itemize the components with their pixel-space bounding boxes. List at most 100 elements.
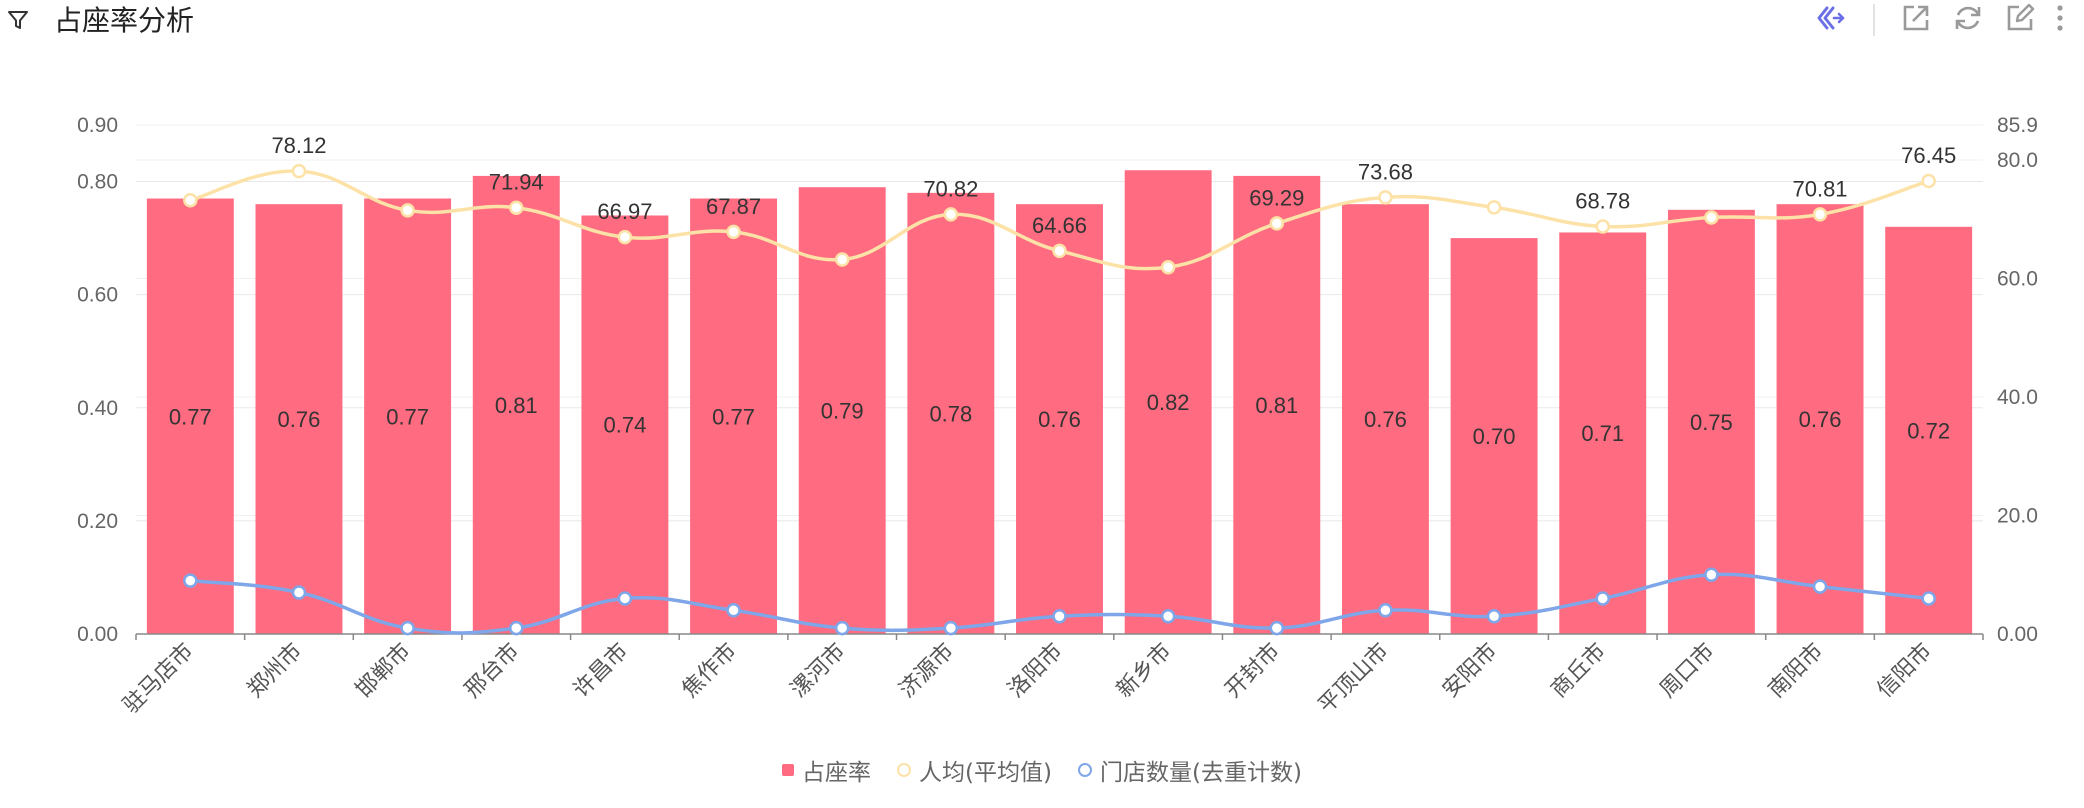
per-capita-point (943, 207, 959, 222)
store-count-point (1052, 608, 1067, 624)
per-capita-value-label: 78.12 (271, 133, 326, 158)
x-axis-tick-label: 漯河市 (785, 638, 849, 702)
legend-label-per-capita: 人均(平均值) (919, 760, 1052, 786)
bar-value-label: 0.79 (821, 399, 864, 424)
bar (255, 204, 343, 634)
x-axis-tick-label: 开封市 (1220, 638, 1284, 702)
store-count-point (1921, 591, 1936, 606)
filter-icon[interactable] (6, 8, 30, 32)
per-capita-value-label: 71.94 (489, 170, 544, 195)
store-count-point (1160, 608, 1176, 624)
bar-value-label: 0.74 (603, 413, 646, 438)
bar (472, 175, 560, 634)
left-axis-tick-label: 0.60 (77, 284, 118, 307)
x-axis-tick-label: 南阳市 (1763, 638, 1827, 702)
right-axis-tick-label: 0.00 (1997, 623, 2038, 646)
toolbar-divider (1873, 4, 1875, 36)
left-axis-tick-label: 0.20 (77, 510, 118, 533)
bar-value-label: 0.76 (278, 407, 321, 432)
bar (1233, 175, 1321, 634)
ai-assistant-icon[interactable] (1814, 2, 1846, 34)
x-axis-tick-label: 商丘市 (1546, 638, 1610, 702)
bar (907, 192, 995, 634)
x-axis-tick-label: 周口市 (1655, 638, 1719, 702)
per-capita-point (617, 229, 633, 245)
store-count-point (726, 603, 741, 618)
store-count-point (1812, 579, 1828, 594)
export-icon[interactable] (1900, 2, 1932, 34)
x-axis-tick-label: 济源市 (894, 638, 958, 702)
refresh-icon[interactable] (1952, 2, 1984, 34)
bar-value-label: 0.77 (169, 404, 212, 429)
per-capita-value-label: 76.45 (1901, 143, 1956, 168)
bar (581, 215, 669, 634)
bar (364, 198, 452, 634)
right-axis-tick-label: 20.0 (1997, 504, 2038, 527)
bar-value-label: 0.82 (1147, 390, 1190, 415)
bar (1667, 209, 1755, 635)
bar (1559, 232, 1647, 634)
bar-value-label: 0.78 (929, 401, 972, 426)
legend-item-occupancy[interactable]: 占座率 (782, 753, 871, 787)
store-count-point (509, 620, 524, 636)
per-capita-value-label: 67.87 (706, 194, 761, 219)
per-capita-value-label: 70.82 (923, 176, 978, 201)
per-capita-value-label: 66.97 (597, 199, 652, 224)
bar (1776, 204, 1864, 634)
per-capita-point (1704, 210, 1719, 225)
chart-header: 占座率分析 (0, 0, 2084, 46)
legend-item-per-capita[interactable]: 人均(平均值) (897, 753, 1052, 787)
x-axis-tick-label: 许昌市 (568, 638, 632, 702)
chart-legend: 占座率 人均(平均值) 门店数量(去重计数) (0, 752, 2084, 788)
legend-item-store-count[interactable]: 门店数量(去重计数) (1078, 753, 1302, 787)
per-capita-point (1160, 259, 1176, 275)
per-capita-point (1052, 243, 1067, 259)
right-axis-tick-label: 40.0 (1997, 386, 2038, 409)
x-axis-tick-label: 安阳市 (1437, 638, 1501, 702)
bar-value-label: 0.76 (1364, 407, 1407, 432)
edit-icon[interactable] (2004, 2, 2036, 34)
bar-value-label: 0.81 (1255, 393, 1298, 418)
x-axis-tick-label: 郑州市 (242, 638, 306, 702)
x-axis-tick-label: 洛阳市 (1003, 638, 1067, 702)
bar-value-label: 0.77 (712, 404, 755, 429)
store-count-point (1486, 608, 1502, 624)
store-count-point (1378, 603, 1393, 618)
x-axis-tick-label: 驻马店市 (118, 638, 198, 718)
store-count-point (183, 573, 198, 588)
bar-value-label: 0.71 (1581, 421, 1624, 446)
bar (1124, 170, 1212, 634)
x-axis-tick-label: 新乡市 (1111, 638, 1175, 702)
legend-swatch-per-capita (897, 763, 912, 777)
more-icon[interactable] (2052, 2, 2068, 34)
right-axis-tick-label: 60.0 (1997, 267, 2038, 290)
x-axis-tick-label: 焦作市 (677, 638, 741, 702)
per-capita-point (834, 252, 850, 267)
bar-value-label: 0.77 (386, 404, 429, 429)
bar (146, 198, 234, 634)
bar-value-label: 0.70 (1473, 424, 1516, 449)
per-capita-point (1595, 219, 1610, 234)
x-axis-tick-label: 信阳市 (1872, 638, 1936, 702)
legend-swatch-occupancy (782, 764, 795, 776)
store-count-point (291, 585, 307, 600)
right-axis-tick-label: 85.9 (1997, 114, 2038, 137)
right-axis-tick-label: 80.0 (1997, 149, 2038, 172)
left-axis-tick-label: 0.80 (77, 171, 118, 194)
per-capita-point (726, 224, 741, 240)
store-count-point (1269, 620, 1285, 636)
bar (690, 198, 778, 634)
x-axis-tick-label: 邯郸市 (351, 638, 415, 702)
combo-chart: 0.00 0.20 0.40 0.60 0.80 0.90 0.00 20.0 40.0 60.0… (77, 114, 2038, 718)
store-count-point (1704, 567, 1719, 582)
per-capita-value-label: 73.68 (1358, 159, 1413, 184)
legend-swatch-store-count (1078, 763, 1092, 777)
bar (1016, 204, 1103, 634)
store-count-point (1595, 591, 1610, 606)
bar-value-label: 0.75 (1690, 410, 1733, 435)
bar (1885, 226, 1973, 635)
legend-label-occupancy: 占座率 (802, 760, 872, 786)
per-capita-point (1921, 173, 1936, 189)
bar-value-label: 0.76 (1038, 407, 1081, 432)
left-axis-tick-label: 0.90 (77, 114, 118, 137)
